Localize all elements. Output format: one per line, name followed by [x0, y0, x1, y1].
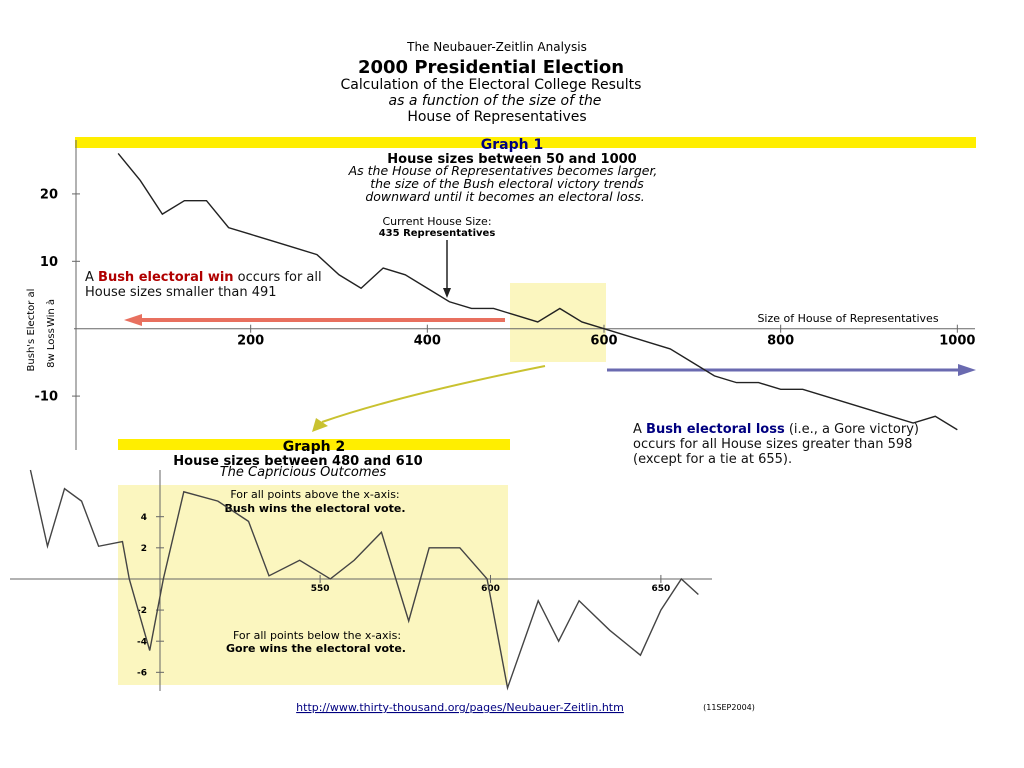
arrow	[321, 365, 546, 423]
text: A	[633, 422, 647, 437]
subtitle: House of Representatives	[407, 109, 586, 125]
arrow-head	[958, 364, 976, 376]
x-tick-label: 800	[767, 334, 794, 349]
y-tick-label: 2	[141, 544, 147, 554]
annotation: 435 Representatives	[379, 228, 496, 239]
x-tick-label: 200	[237, 334, 264, 349]
y-axis-label: Bush's Elector al	[26, 289, 37, 372]
note: As the House of Representatives becomes …	[348, 163, 658, 178]
emphasis: Bush electoral win	[98, 270, 234, 285]
arrow-head	[124, 314, 142, 326]
y-tick-label: 4	[141, 513, 147, 523]
footer-date: (11SEP2004)	[703, 703, 755, 712]
y-tick-label: -2	[137, 606, 147, 616]
graph-title: Graph 1	[481, 137, 543, 153]
annotation: For all points below the x-axis:	[233, 629, 401, 642]
note: downward until it becomes an electoral l…	[365, 189, 644, 204]
y-tick-label: -6	[137, 668, 147, 678]
x-tick-label: 550	[311, 584, 330, 594]
loss-annotation: A Bush electoral loss (i.e., a Gore vict…	[633, 422, 953, 467]
y-tick-label: 10	[40, 255, 58, 270]
data-line	[29, 469, 699, 691]
banner	[118, 439, 510, 450]
emphasis: Bush electoral loss	[646, 422, 785, 437]
x-tick-label: 650	[651, 584, 670, 594]
annotation: Gore wins the electoral vote.	[226, 642, 406, 655]
text: (i.e., a Gore victory) occurs for all Ho…	[633, 422, 919, 467]
highlight-box	[510, 283, 606, 362]
footer-link[interactable]: http://www.thirty-thousand.org/pages/Neu…	[296, 701, 624, 714]
subtitle: as a function of the size of the	[389, 93, 602, 109]
x-tick-label: 600	[481, 584, 500, 594]
annotation: Bush wins the electoral vote.	[224, 502, 405, 515]
annotation: For all points above the x-axis:	[230, 488, 399, 501]
arrow-head	[312, 418, 328, 432]
text: occurs for all House sizes smaller than …	[85, 270, 322, 300]
y-axis-label: 8w Loss	[46, 328, 57, 368]
x-tick-label: 600	[590, 334, 617, 349]
win-annotation: A Bush electoral win occurs for all Hous…	[85, 270, 325, 300]
highlight-box	[118, 485, 508, 685]
note: The Capricious Outcomes	[220, 465, 387, 480]
arrow-head	[443, 288, 451, 298]
title: 2000 Presidential Election	[358, 57, 624, 78]
y-tick-label: 20	[40, 187, 58, 202]
graph-subtitle: House sizes between 50 and 1000	[387, 152, 636, 167]
graph-title: Graph 2	[283, 439, 345, 455]
subtitle: Calculation of the Electoral College Res…	[341, 77, 642, 93]
graph-subtitle: House sizes between 480 and 610	[173, 454, 422, 469]
y-axis-label: Win à	[45, 299, 57, 327]
x-tick-label: 1000	[939, 334, 975, 349]
note: the size of the Bush electoral victory t…	[370, 176, 644, 191]
annotation: Current House Size:	[382, 215, 491, 228]
banner	[75, 137, 976, 148]
supertitle: The Neubauer-Zeitlin Analysis	[406, 40, 587, 54]
x-tick-label: 400	[414, 334, 441, 349]
text: A	[85, 270, 99, 285]
data-line	[117, 153, 958, 431]
x-axis-label: Size of House of Representatives	[757, 312, 938, 325]
y-tick-label: -10	[35, 390, 59, 405]
y-tick-label: -4	[137, 637, 147, 647]
